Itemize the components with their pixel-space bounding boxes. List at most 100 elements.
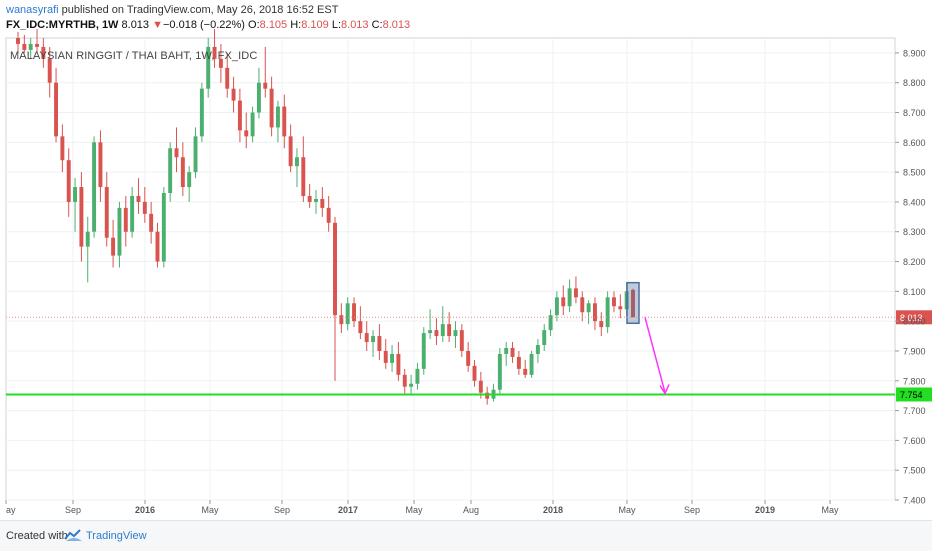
candle-body (326, 207, 331, 223)
close-label: C: (371, 19, 383, 31)
candle-body (434, 330, 439, 337)
low-value: 8.013 (341, 19, 369, 31)
candle-body (231, 88, 236, 101)
candle-body (237, 100, 242, 131)
open-value: 8.105 (259, 19, 288, 31)
candle-body (333, 222, 337, 316)
y-tick-label: 8.300 (903, 227, 926, 237)
candle-body (218, 58, 223, 68)
candles (16, 29, 635, 405)
candle-body (111, 237, 116, 256)
candle-body (618, 306, 623, 310)
x-tick-label: Aug (463, 505, 479, 515)
candle-body (516, 356, 521, 369)
candle-body (123, 207, 128, 232)
candle-body (548, 315, 553, 331)
candle-body (66, 160, 71, 202)
candle-body (22, 43, 27, 50)
overlays: 8.013 7.754 (6, 281, 932, 402)
support-price-tag (896, 387, 932, 402)
candle-body (592, 303, 597, 322)
plot-background (5, 37, 896, 501)
candle-body (320, 198, 325, 208)
candle-body (447, 324, 452, 337)
candle-body (275, 106, 280, 128)
candle-body (168, 148, 173, 193)
open-label: O: (248, 19, 260, 31)
candle-body (504, 347, 509, 354)
time-axis[interactable]: ay Sep 2016 May Sep 2017 May Aug 2018 May Sep 2019 M… (5, 500, 839, 515)
y-tick-label: 8.900 (903, 48, 926, 58)
candle-body (199, 88, 204, 137)
candle-body (250, 112, 255, 137)
candle-body (130, 195, 135, 232)
candle-body (161, 192, 166, 262)
candle-body (54, 82, 59, 137)
candle-body (605, 297, 610, 328)
candle-body (60, 136, 65, 161)
candle-body (301, 157, 306, 196)
tradingview-link[interactable]: TradingView (86, 530, 147, 542)
y-tick-label: 8.600 (903, 138, 926, 148)
candle-body (599, 321, 604, 328)
candle-body (421, 333, 426, 369)
candle-body (358, 321, 363, 334)
candle-body (631, 289, 635, 318)
x-tick-label: Sep (684, 505, 700, 515)
x-tick-label: May (405, 505, 423, 515)
chart-svg: 8.013 7.754 7.400 7.500 7.600 7.700 7.800 7.90… (5, 29, 932, 515)
y-tick-label: 8.500 (903, 168, 926, 178)
candle-body (466, 350, 471, 366)
tradingview-logo-icon[interactable] (64, 527, 84, 543)
candle-body (472, 365, 477, 381)
candle-body (554, 297, 559, 316)
candle-body (580, 297, 585, 313)
x-tick-label: ay (6, 505, 16, 515)
candle-body (402, 374, 407, 387)
candle-body (92, 142, 97, 232)
projection-arrow (644, 317, 666, 393)
y-tick-label: 8.800 (903, 78, 926, 88)
candle-body (377, 336, 382, 351)
candle-body (383, 350, 388, 363)
candle-body (98, 142, 103, 188)
x-tick-label: 2019 (755, 505, 775, 515)
candle-body (212, 46, 217, 59)
x-tick-label: 2018 (543, 505, 563, 515)
y-tick-label: 7.700 (903, 406, 926, 416)
x-tick-label: May (618, 505, 636, 515)
candle-body (339, 315, 344, 325)
candle-body (244, 130, 249, 137)
y-tick-label: 7.400 (903, 496, 926, 506)
candle-body (282, 106, 287, 137)
candle-body (155, 231, 160, 262)
high-label: H: (290, 19, 302, 31)
y-tick-label: 8.700 (903, 108, 926, 118)
current-price-tag (896, 310, 932, 325)
candle-body (180, 157, 185, 188)
price-axis[interactable]: 7.400 7.500 7.600 7.700 7.800 7.900 8.000 8.100… (895, 48, 926, 506)
candle-body (79, 187, 84, 247)
candle-body (478, 380, 483, 393)
y-tick-label: 7.800 (903, 376, 926, 386)
candle-body (409, 383, 414, 387)
candle-body (16, 38, 20, 44)
candle-body (73, 187, 78, 202)
candle-body (364, 333, 369, 343)
price-change: −0.018 (−0.22%) (163, 19, 245, 31)
close-value: 8.013 (382, 19, 411, 31)
candle-body (428, 330, 433, 334)
highlight-box (626, 281, 640, 325)
y-tick-label: 8.400 (903, 197, 926, 207)
candle-body (586, 303, 591, 313)
symbol-name[interactable]: FX_IDC:MYRTHB, 1W (6, 19, 119, 31)
candle-body (523, 368, 528, 375)
y-tick-label: 8.000 (903, 317, 926, 327)
last-price: 8.013 (121, 19, 150, 31)
candle-body (485, 392, 490, 399)
symbol-legend: FX_IDC:MYRTHB, 1W 8.013 ▼−0.018 (−0.22%)… (6, 19, 410, 31)
low-label: L: (331, 19, 342, 31)
candle-body (149, 213, 154, 232)
author-link[interactable]: wanasyrafi (6, 4, 59, 16)
candle-body (117, 207, 122, 256)
